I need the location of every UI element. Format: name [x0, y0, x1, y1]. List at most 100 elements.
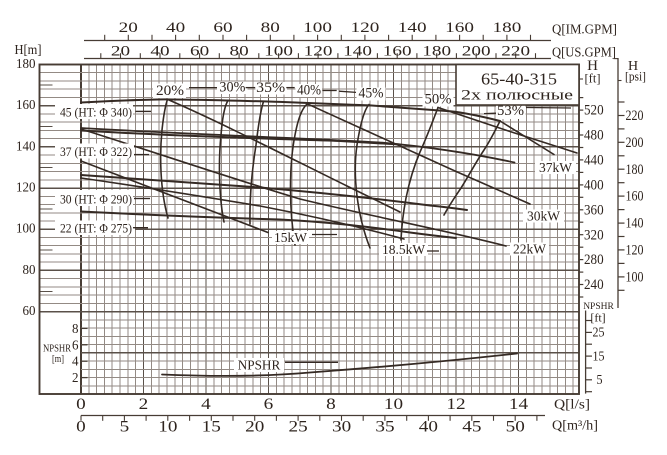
svg-text:160: 160: [383, 44, 412, 60]
svg-text:8: 8: [72, 322, 79, 337]
svg-text:40%: 40%: [297, 83, 321, 99]
svg-text:0: 0: [76, 419, 86, 436]
svg-text:200: 200: [462, 44, 491, 60]
svg-text:30: 30: [332, 419, 352, 436]
svg-text:[m]: [m]: [52, 354, 64, 365]
svg-text:100: 100: [626, 269, 644, 285]
svg-text:80: 80: [261, 20, 280, 36]
svg-text:180: 180: [493, 20, 522, 36]
svg-text:200: 200: [626, 135, 644, 151]
svg-text:8: 8: [326, 396, 336, 413]
svg-text:35: 35: [375, 419, 395, 436]
svg-text:120: 120: [351, 20, 380, 36]
svg-text:5: 5: [120, 419, 130, 436]
svg-text:45 (HT: Φ 340): 45 (HT: Φ 340): [60, 105, 132, 120]
svg-text:160: 160: [16, 98, 36, 113]
svg-text:10: 10: [158, 419, 178, 436]
svg-text:120: 120: [304, 44, 333, 60]
svg-text:10: 10: [384, 396, 404, 413]
svg-text:520: 520: [584, 103, 604, 119]
svg-text:37kW: 37kW: [539, 160, 572, 175]
svg-text:30 (HT: Φ 290): 30 (HT: Φ 290): [60, 192, 132, 207]
svg-text:H: H: [628, 59, 638, 74]
svg-text:50: 50: [506, 419, 526, 436]
svg-text:180: 180: [626, 162, 644, 178]
svg-text:360: 360: [584, 202, 604, 218]
svg-text:2: 2: [72, 371, 79, 386]
svg-text:45%: 45%: [359, 86, 384, 102]
svg-text:H[m]: H[m]: [15, 43, 42, 58]
svg-text:35%: 35%: [256, 80, 285, 96]
svg-text:NPSHR: NPSHR: [238, 358, 281, 373]
svg-text:45: 45: [462, 419, 482, 436]
svg-text:160: 160: [626, 189, 644, 205]
svg-text:220: 220: [626, 108, 644, 124]
svg-text:80: 80: [230, 44, 249, 60]
svg-text:30kW: 30kW: [527, 209, 560, 224]
svg-text:140: 140: [398, 20, 427, 36]
svg-text:240: 240: [584, 277, 604, 293]
svg-text:20%: 20%: [156, 83, 184, 99]
svg-text:22kW: 22kW: [513, 242, 546, 257]
svg-text:Q[m³/h]: Q[m³/h]: [552, 418, 598, 433]
svg-text:2: 2: [139, 396, 149, 413]
svg-text:100: 100: [303, 20, 332, 36]
svg-text:25: 25: [289, 419, 309, 436]
svg-text:[ft]: [ft]: [590, 311, 605, 325]
svg-text:0: 0: [76, 396, 86, 413]
svg-text:NPSHR: NPSHR: [583, 302, 614, 312]
svg-text:480: 480: [584, 128, 604, 144]
svg-text:440: 440: [584, 153, 604, 169]
svg-text:6: 6: [264, 396, 274, 413]
svg-text:18.5kW: 18.5kW: [382, 242, 425, 257]
svg-text:100: 100: [264, 44, 293, 60]
svg-text:4: 4: [72, 355, 79, 370]
svg-text:40: 40: [419, 419, 439, 436]
svg-text:60: 60: [23, 304, 36, 319]
svg-text:15kW: 15kW: [274, 230, 307, 245]
svg-text:100: 100: [16, 222, 36, 237]
svg-text:180: 180: [16, 57, 36, 72]
svg-text:20: 20: [119, 20, 138, 36]
svg-text:6: 6: [72, 338, 79, 353]
svg-text:180: 180: [422, 44, 451, 60]
svg-text:140: 140: [16, 139, 36, 154]
svg-text:400: 400: [584, 178, 604, 194]
svg-text:[psi]: [psi]: [625, 70, 646, 84]
svg-text:30%: 30%: [219, 80, 245, 96]
svg-text:Q[l/s]: Q[l/s]: [554, 397, 590, 412]
svg-text:220: 220: [501, 44, 530, 60]
svg-text:40: 40: [150, 44, 169, 60]
svg-text:22 (HT: Φ 275): 22 (HT: Φ 275): [60, 221, 132, 236]
svg-text:60: 60: [190, 44, 209, 60]
svg-text:280: 280: [584, 252, 604, 268]
svg-text:140: 140: [343, 44, 372, 60]
svg-text:Q[IM.GPM]: Q[IM.GPM]: [552, 21, 617, 36]
svg-text:320: 320: [584, 227, 604, 243]
svg-text:40: 40: [166, 20, 185, 36]
svg-text:15: 15: [202, 419, 222, 436]
svg-text:12: 12: [446, 396, 465, 413]
svg-text:120: 120: [626, 243, 644, 259]
svg-text:80: 80: [23, 263, 36, 278]
svg-text:14: 14: [509, 396, 529, 413]
svg-text:Q[US.GPM]: Q[US.GPM]: [552, 45, 616, 60]
svg-text:15: 15: [593, 348, 605, 363]
svg-text:25: 25: [593, 325, 605, 340]
svg-text:H: H: [587, 58, 598, 74]
svg-text:5: 5: [597, 372, 603, 387]
svg-text:20: 20: [245, 419, 265, 436]
svg-text:160: 160: [445, 20, 474, 36]
svg-text:65-40-315: 65-40-315: [481, 70, 557, 89]
svg-text:60: 60: [213, 20, 232, 36]
svg-text:140: 140: [626, 216, 644, 232]
svg-text:20: 20: [111, 44, 130, 60]
svg-text:50%: 50%: [425, 92, 452, 108]
svg-text:4: 4: [201, 396, 211, 413]
svg-text:53%: 53%: [497, 103, 524, 119]
svg-text:2x полюсные: 2x полюсные: [461, 88, 573, 104]
svg-text:37 (HT: Φ 322): 37 (HT: Φ 322): [60, 144, 132, 159]
svg-text:120: 120: [16, 181, 36, 196]
svg-text:[ft]: [ft]: [585, 72, 601, 86]
svg-text:NPSHR: NPSHR: [43, 344, 71, 355]
